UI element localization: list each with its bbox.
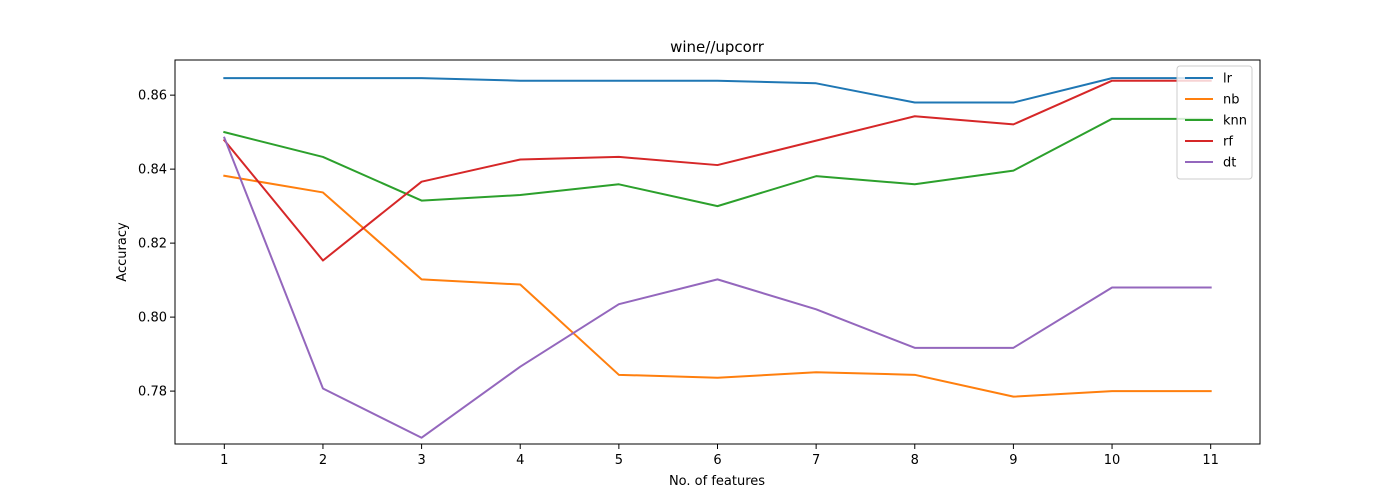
x-tick-label: 9	[1009, 453, 1017, 468]
x-tick-label: 1	[220, 453, 228, 468]
legend: lr nb knn rf dt	[1176, 65, 1253, 180]
series-line-nb	[223, 174, 1212, 398]
y-tick-label: 0.84	[138, 163, 167, 178]
legend-label-dt: dt	[1223, 156, 1236, 171]
y-tick-label: 0.80	[138, 311, 167, 326]
x-tick-label: 11	[1202, 453, 1219, 468]
series-line-lr	[223, 77, 1212, 104]
legend-label-nb: nb	[1223, 93, 1240, 108]
legend-box	[1176, 65, 1253, 180]
x-tick-label: 7	[812, 453, 820, 468]
legend-label-rf: rf	[1223, 135, 1233, 150]
x-tick-label: 5	[615, 453, 623, 468]
series-lines	[222, 77, 1212, 439]
series-line-rf	[222, 79, 1212, 262]
x-tick-label: 6	[713, 453, 721, 468]
x-tick-label: 8	[911, 453, 919, 468]
legend-label-lr: lr	[1223, 72, 1233, 87]
legend-label-knn: knn	[1223, 114, 1247, 129]
y-tick-label: 0.78	[138, 385, 167, 400]
x-axis-label: No. of features	[669, 474, 765, 489]
plot-area-frame	[174, 59, 1261, 445]
y-axis-label: Accuracy	[115, 222, 130, 282]
series-line-dt	[223, 136, 1212, 439]
y-tick-label: 0.82	[138, 237, 167, 252]
chart-title: wine//upcorr	[670, 38, 765, 56]
y-axis: 0.78 0.80 0.82 0.84 0.86	[138, 89, 175, 400]
x-axis: 1 2 3 4 5 6 7 8 9 10 11	[220, 444, 1219, 468]
x-tick-label: 2	[319, 453, 327, 468]
y-tick-label: 0.86	[138, 89, 167, 104]
series-line-knn	[223, 117, 1212, 208]
x-tick-label: 10	[1104, 453, 1121, 468]
x-tick-label: 4	[516, 453, 524, 468]
x-tick-label: 3	[417, 453, 425, 468]
